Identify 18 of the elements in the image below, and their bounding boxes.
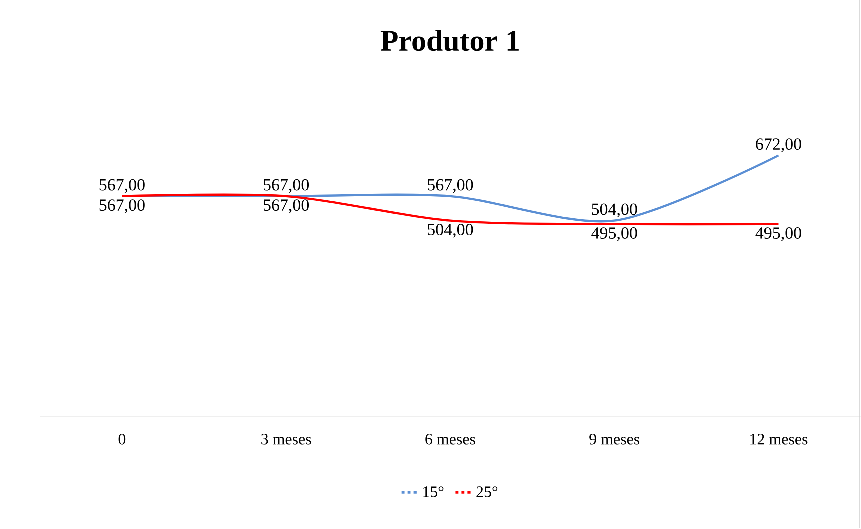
x-tick-label: 9 meses	[590, 434, 640, 445]
data-label: 672,00	[756, 138, 802, 153]
legend-label: 15°	[424, 486, 444, 498]
x-tick-label: 6 meses	[426, 434, 476, 445]
data-label: 567,00	[100, 180, 145, 194]
data-label: 567,00	[264, 180, 310, 194]
data-label: 495,00	[756, 228, 802, 242]
data-label: 567,00	[264, 200, 310, 214]
data-label: 567,00	[100, 200, 145, 214]
chart-title: Produtor 1	[380, 30, 519, 52]
data-label: 504,00	[428, 224, 474, 238]
x-tick-label: 0	[118, 434, 126, 446]
legend-label: 25°	[476, 486, 498, 498]
x-tick-label: 3 meses	[262, 434, 312, 445]
data-label: 495,00	[592, 228, 638, 242]
data-label: 504,00	[592, 204, 638, 218]
x-tick-label: 12 meses	[750, 434, 808, 445]
data-label: 567,00	[428, 180, 474, 194]
